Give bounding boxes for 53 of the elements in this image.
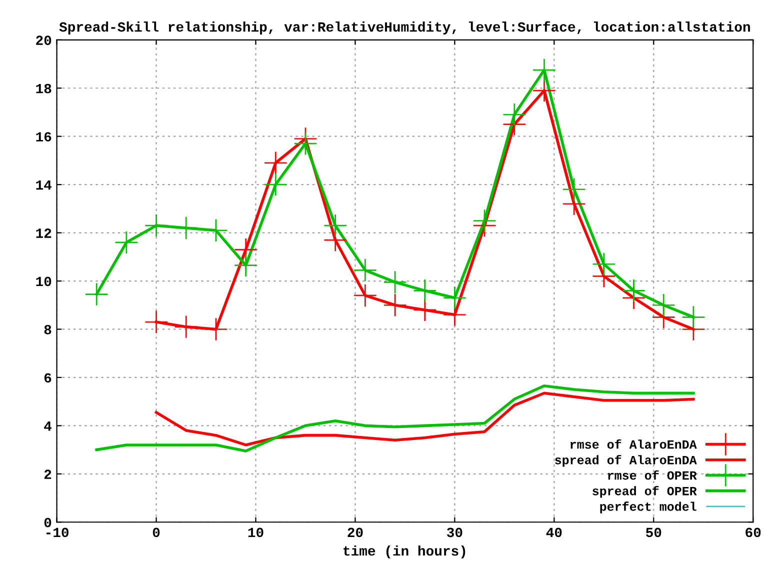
x-tick-label: -10 [46, 528, 68, 538]
point [204, 219, 228, 242]
point [324, 214, 346, 237]
legend-label: perfect model [600, 502, 696, 514]
point [622, 280, 645, 302]
point [234, 254, 257, 276]
point [592, 253, 616, 276]
point [414, 280, 436, 302]
y-tick-label: 0 [44, 518, 52, 528]
x-tick-label: 40 [546, 528, 562, 538]
point [204, 318, 228, 340]
y-tick-label: 14 [36, 180, 52, 190]
x-tick-label: 30 [446, 528, 462, 538]
x-tick-label: 60 [746, 528, 761, 538]
point [174, 216, 198, 240]
point [562, 178, 586, 200]
point [384, 294, 406, 316]
point [264, 173, 287, 196]
legend-label: rmse of OPER [608, 470, 697, 480]
x-axis-title: time (in hours) [344, 545, 466, 558]
chart-title: Spread-Skill relationship, var:RelativeHumidity, level:Surface, location:allstation [59, 21, 750, 34]
legend-label: spread of OPER [592, 486, 697, 498]
x-tick-label: 10 [248, 528, 264, 538]
point [354, 284, 376, 307]
point [174, 316, 198, 338]
y-tick-label: 2 [44, 470, 52, 479]
point [145, 214, 168, 237]
y-tick-label: 10 [36, 276, 52, 286]
point [264, 152, 287, 174]
point [384, 271, 406, 294]
point [533, 58, 556, 82]
point [652, 294, 675, 316]
legend-label: spread of AlaroEnDA [555, 454, 697, 467]
x-tick-label: 20 [348, 528, 363, 538]
point [682, 306, 705, 328]
point [85, 283, 108, 306]
point [473, 210, 496, 232]
y-tick-label: 12 [36, 228, 52, 238]
point [145, 310, 168, 334]
x-tick-label: 0 [152, 528, 160, 538]
point [503, 104, 526, 126]
point [444, 286, 466, 309]
y-tick-label: 18 [36, 84, 52, 94]
y-tick-label: 6 [44, 373, 52, 383]
y-tick-label: 4 [44, 422, 52, 431]
line-series [95, 384, 695, 452]
legend-label: rmse of AlaroEnDA [570, 439, 697, 449]
point [354, 259, 376, 282]
y-tick-label: 20 [36, 36, 52, 46]
point [533, 79, 556, 102]
y-tick-label: 8 [44, 324, 52, 334]
y-tick-label: 16 [36, 132, 52, 142]
x-tick-label: 50 [646, 528, 662, 538]
